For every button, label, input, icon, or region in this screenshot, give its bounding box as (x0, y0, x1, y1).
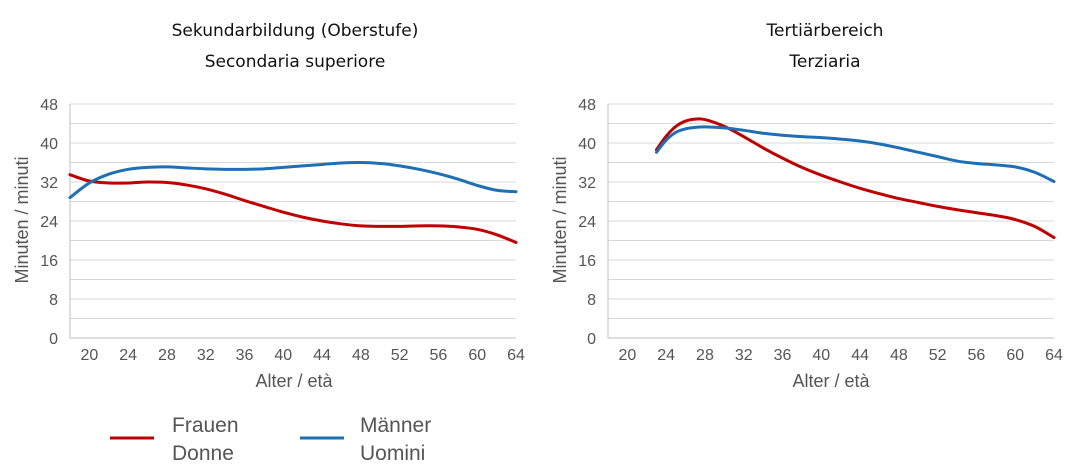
x-tick-label: 32 (735, 347, 753, 364)
x-tick-label: 20 (80, 347, 98, 364)
y-axis-label: Minuten / minuti (12, 156, 32, 283)
grid (69, 103, 516, 339)
y-tick-label: 32 (40, 175, 58, 192)
y-tick-label: 8 (49, 292, 58, 309)
x-tick-label: 28 (158, 347, 176, 364)
y-tick-label: 32 (578, 175, 596, 192)
series-line (654, 125, 1056, 184)
chart-panel-tertiary: Tertiärbereich Terziaria Alter / età Min… (550, 21, 1063, 391)
x-tick-label: 60 (1006, 347, 1024, 364)
y-tick-label: 8 (587, 292, 596, 309)
x-tick-label: 48 (890, 347, 908, 364)
chart-title-line2: Terziaria (788, 52, 860, 72)
chart-title-line2: Secondaria superiore (205, 52, 386, 72)
x-tick-label: 48 (352, 347, 370, 364)
series-line (654, 117, 1056, 240)
legend-item-frauen: Frauen Donne (110, 414, 239, 465)
x-tick-label: 56 (430, 347, 448, 364)
chart-title-line1: Sekundarbildung (Oberstufe) (172, 21, 419, 41)
chart-panel-secondary: Sekundarbildung (Oberstufe) Secondaria s… (12, 21, 525, 391)
legend-label-line1: Frauen (172, 414, 239, 437)
x-tick-label: 56 (968, 347, 986, 364)
y-tick-label: 40 (40, 136, 58, 153)
y-tick-label: 0 (49, 331, 58, 348)
legend-label-line2: Uomini (360, 442, 425, 465)
y-tick-label: 0 (587, 331, 596, 348)
y-tick-label: 24 (40, 214, 58, 231)
legend-label-line1: Männer (360, 414, 431, 437)
x-tick-label: 24 (657, 347, 675, 364)
x-tick-label: 52 (391, 347, 409, 364)
y-tick-label: 24 (578, 214, 596, 231)
series-line (68, 173, 518, 244)
series-line (68, 160, 518, 200)
x-axis-label: Alter / età (792, 371, 870, 391)
x-tick-label: 32 (197, 347, 215, 364)
x-tick-label: 40 (812, 347, 830, 364)
legend-item-maenner: Männer Uomini (300, 414, 431, 465)
x-tick-label: 36 (774, 347, 792, 364)
y-tick-label: 16 (40, 253, 58, 270)
x-tick-label: 64 (1045, 347, 1063, 364)
x-tick-label: 20 (618, 347, 636, 364)
x-tick-label: 40 (274, 347, 292, 364)
y-tick-label: 48 (40, 97, 58, 114)
x-tick-label: 64 (507, 347, 525, 364)
x-tick-label: 44 (851, 347, 869, 364)
x-axis-label: Alter / età (255, 371, 333, 391)
x-tick-label: 36 (236, 347, 254, 364)
y-tick-label: 48 (578, 97, 596, 114)
legend: Frauen Donne Männer Uomini (110, 414, 431, 465)
y-tick-label: 16 (578, 253, 596, 270)
x-tick-label: 52 (929, 347, 947, 364)
x-tick-label: 44 (313, 347, 331, 364)
y-tick-label: 40 (578, 136, 596, 153)
legend-label-line2: Donne (172, 442, 234, 465)
x-tick-label: 28 (696, 347, 714, 364)
y-axis-label: Minuten / minuti (550, 156, 570, 283)
x-tick-label: 60 (468, 347, 486, 364)
x-tick-label: 24 (119, 347, 137, 364)
chart-title-line1: Tertiärbereich (766, 21, 884, 41)
